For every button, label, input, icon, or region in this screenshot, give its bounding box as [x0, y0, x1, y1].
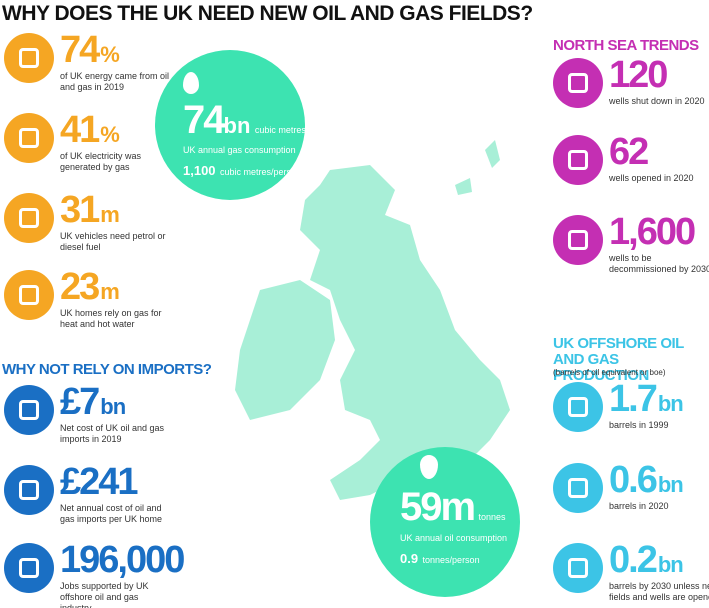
- stat-number: 1,600: [609, 211, 696, 253]
- icon: [553, 58, 603, 108]
- icon: [4, 465, 54, 515]
- oil-text: UK annual oil consumption: [400, 533, 508, 543]
- stat-text: Jobs supported by UK offshore oil and ga…: [60, 581, 149, 608]
- icon: [553, 463, 603, 513]
- stat-text: of UK energy came from oil and gas in 20…: [60, 71, 170, 92]
- stat-unit: bn: [657, 391, 684, 416]
- icon: [4, 385, 54, 435]
- gas-circle: 74bn cubic metres UK annual gas consumpt…: [155, 50, 306, 200]
- icon: [553, 215, 603, 265]
- stat-number: 41: [60, 109, 100, 151]
- oil-value: 59m: [400, 485, 476, 529]
- stat-unit: %: [100, 42, 120, 67]
- stat-value: 23m: [60, 266, 120, 311]
- stat-text: wells to be decommissioned by 2030: [609, 253, 709, 274]
- imports-heading: WHY NOT RELY ON IMPORTS?: [2, 361, 212, 378]
- stat-text: barrels in 2020: [609, 501, 669, 511]
- stat-value: 41%: [60, 109, 120, 154]
- stat-text: barrels in 1999: [609, 420, 669, 430]
- icon: [4, 33, 54, 83]
- stat-unit: bn: [100, 394, 126, 419]
- gas-value: 74: [183, 98, 225, 142]
- stat-value: 120: [609, 54, 668, 96]
- oil-per-value: 0.9: [400, 551, 419, 566]
- stat-number: £241: [60, 461, 139, 503]
- stat-value: 0.2bn: [609, 539, 684, 584]
- icon: [553, 382, 603, 432]
- icon: [553, 543, 603, 593]
- icon: [4, 113, 54, 163]
- stat-value: 74%: [60, 29, 120, 74]
- stat-number: 23: [60, 266, 100, 308]
- stat-value: £7bn: [60, 381, 126, 426]
- gas-per-value: 1,100: [183, 163, 216, 178]
- stat-value: 1.7bn: [609, 378, 684, 423]
- stat-text: UK vehicles need petrol or diesel fuel: [60, 231, 166, 252]
- oil-unit: tonnes: [478, 512, 506, 522]
- stat-value: 0.6bn: [609, 459, 684, 504]
- icon: [553, 135, 603, 185]
- stat-unit: m: [100, 279, 120, 304]
- stat-value: 1,600: [609, 211, 696, 253]
- oil-circle: 59m tonnes UK annual oil consumption 0.9…: [370, 447, 520, 597]
- stat-text: wells opened in 2020: [609, 173, 694, 183]
- stat-number: 0.6: [609, 459, 658, 501]
- stat-number: 0.2: [609, 539, 658, 581]
- icon: [4, 193, 54, 243]
- stat-text: wells shut down in 2020: [609, 96, 705, 106]
- stat-text: barrels by 2030 unless new fields and we…: [609, 581, 709, 602]
- stat-unit: bn: [657, 552, 684, 577]
- production-subtitle: (barrels of oil equivalent or boe): [553, 368, 666, 377]
- icon: [4, 270, 54, 320]
- gas-per-unit: cubic metres/person: [220, 167, 302, 177]
- stat-text: of UK electricity was generated by gas: [60, 151, 142, 172]
- gas-text: UK annual gas consumption: [183, 145, 296, 155]
- stat-text: Net cost of UK oil and gas imports in 20…: [60, 423, 165, 444]
- north-sea-heading: NORTH SEA TRENDS: [553, 37, 699, 54]
- stat-text: Net annual cost of oil and gas imports p…: [60, 503, 163, 524]
- stat-unit: %: [100, 122, 120, 147]
- gas-unit-text: cubic metres: [254, 125, 306, 135]
- stat-value: 196,000: [60, 539, 185, 581]
- drop-icon: [420, 455, 438, 479]
- production-heading: UK OFFSHORE OIL AND GAS PRODUCTION: [553, 335, 684, 384]
- gas-unit: bn: [223, 113, 251, 138]
- flame-icon: [183, 72, 199, 94]
- stat-unit: bn: [657, 472, 684, 497]
- stat-number: £7: [60, 381, 100, 423]
- stat-value: 31m: [60, 189, 120, 234]
- stat-number: 62: [609, 131, 649, 173]
- oil-per-unit: tonnes/person: [422, 555, 480, 565]
- stat-value: 62: [609, 131, 649, 173]
- icon: [4, 543, 54, 593]
- stat-number: 196,000: [60, 539, 185, 581]
- stat-number: 120: [609, 54, 668, 96]
- stat-unit: m: [100, 202, 120, 227]
- stat-number: 1.7: [609, 378, 658, 420]
- stat-text: UK homes rely on gas for heat and hot wa…: [60, 308, 162, 329]
- title: WHY DOES THE UK NEED NEW OIL AND GAS FIE…: [2, 2, 533, 25]
- stat-number: 31: [60, 189, 100, 231]
- stat-number: 74: [60, 29, 100, 71]
- stat-value: £241: [60, 461, 139, 503]
